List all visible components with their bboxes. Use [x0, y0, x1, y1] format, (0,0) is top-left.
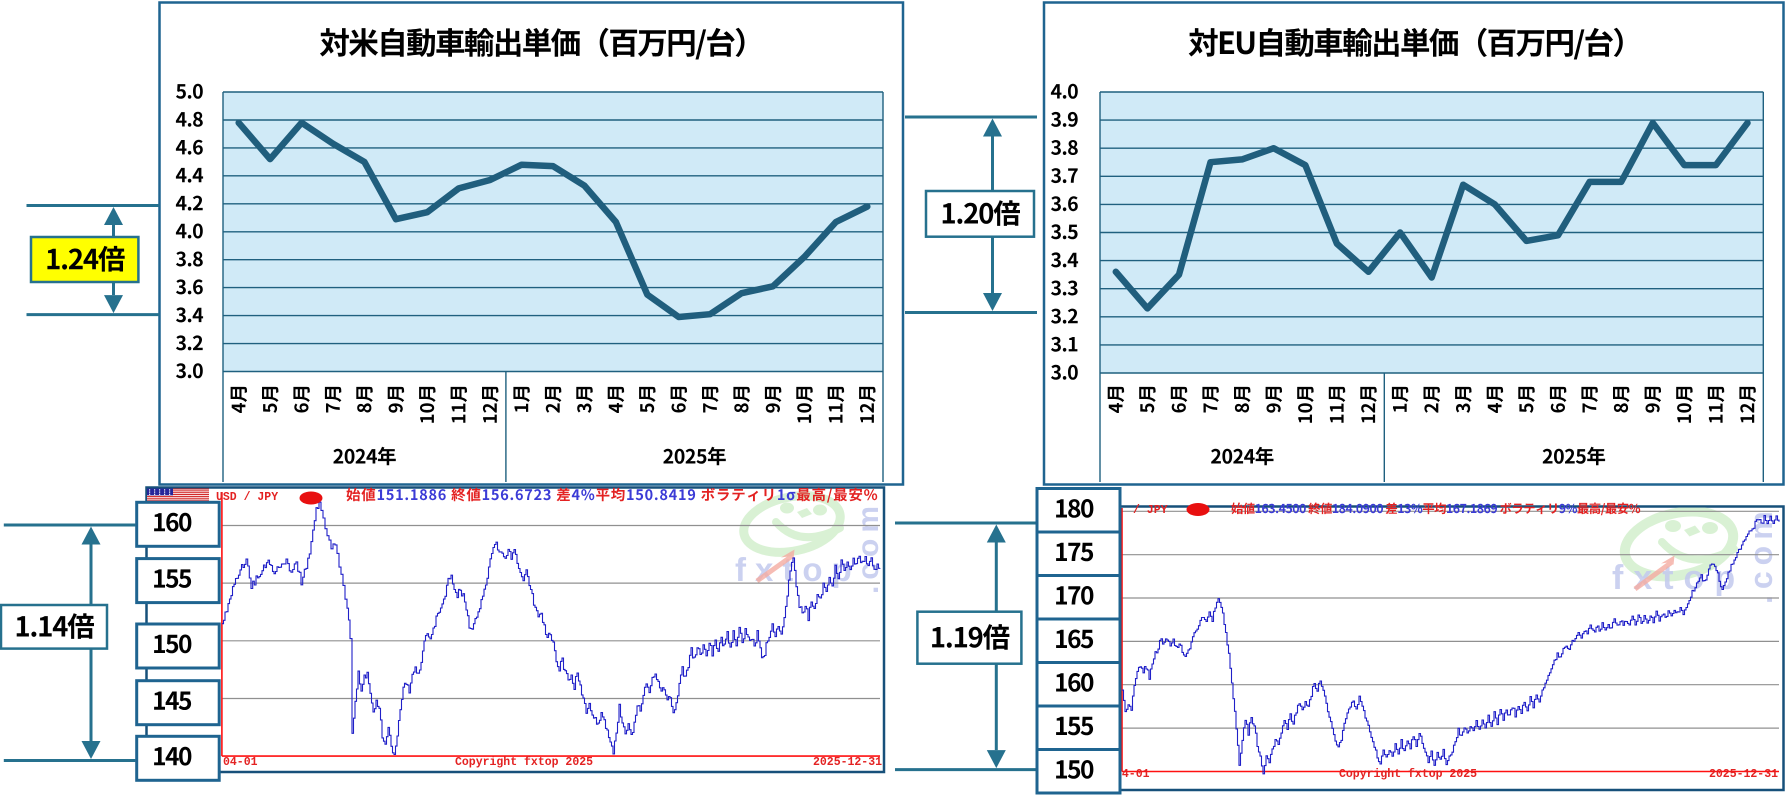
svg-text:2025-12-31: 2025-12-31: [1709, 768, 1778, 781]
svg-text:fxtop: fxtop: [1612, 559, 1745, 597]
svg-text:/ JPY: / JPY: [1133, 504, 1168, 517]
svg-text:2025-12-31: 2025-12-31: [813, 756, 882, 769]
svg-text:04-01: 04-01: [1115, 768, 1150, 781]
svg-text:fxtop: fxtop: [735, 551, 861, 588]
svg-text:Copyright fxtop 2025: Copyright fxtop 2025: [455, 756, 593, 769]
svg-text:.com: .com: [852, 500, 885, 594]
svg-text:USD / JPY: USD / JPY: [216, 491, 278, 504]
svg-text:Copyright fxtop 2025: Copyright fxtop 2025: [1339, 768, 1477, 781]
svg-text:04-01: 04-01: [223, 756, 258, 769]
